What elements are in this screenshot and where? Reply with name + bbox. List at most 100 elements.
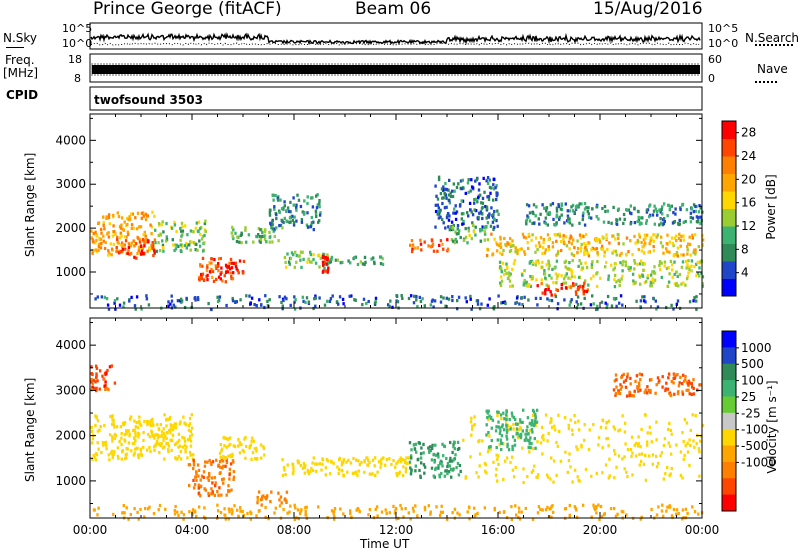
data-cell (595, 215, 598, 219)
data-cell (547, 247, 551, 252)
data-cell (123, 438, 126, 442)
beam-title: Beam 06 (355, 0, 432, 19)
data-cell (658, 261, 662, 265)
data-cell (621, 263, 624, 267)
data-cell (579, 249, 582, 253)
data-cell (195, 514, 198, 518)
data-cell (211, 490, 214, 494)
data-cell (479, 193, 482, 197)
data-cell (251, 436, 254, 440)
data-cell (531, 421, 534, 425)
data-cell (238, 240, 241, 244)
data-cell (124, 247, 127, 251)
data-cell (535, 408, 539, 412)
data-cell (188, 510, 191, 514)
data-cell (431, 242, 435, 246)
data-cell (129, 251, 133, 256)
data-cell (105, 447, 108, 451)
data-cell (527, 204, 531, 208)
data-cell (467, 226, 470, 230)
data-cell (237, 271, 240, 275)
data-cell (140, 216, 143, 220)
data-cell (261, 230, 264, 235)
data-cell (644, 236, 647, 240)
data-cell (451, 468, 454, 472)
data-cell (99, 227, 103, 231)
data-cell (449, 456, 452, 460)
data-cell (565, 235, 568, 239)
data-cell (458, 446, 461, 451)
data-cell (558, 429, 561, 433)
data-cell (96, 379, 99, 383)
data-cell (466, 241, 469, 245)
data-cell (485, 433, 488, 437)
data-cell (686, 252, 689, 256)
data-cell (568, 209, 571, 213)
data-cell (141, 238, 145, 242)
data-cell (630, 435, 634, 439)
data-cell (449, 191, 452, 195)
data-cell (509, 460, 512, 465)
data-cell (485, 207, 489, 211)
data-cell (142, 233, 145, 237)
data-cell (379, 461, 383, 465)
data-cell (215, 266, 218, 270)
data-cell (473, 201, 476, 205)
data-cell (181, 435, 184, 439)
data-cell (337, 471, 340, 475)
data-cell (244, 456, 247, 460)
data-cell (514, 301, 517, 305)
data-cell (520, 296, 523, 300)
data-cell (692, 386, 695, 390)
data-cell (353, 471, 357, 475)
data-cell (584, 246, 587, 250)
data-cell (217, 262, 220, 266)
data-cell (225, 445, 228, 449)
data-cell (225, 458, 228, 462)
data-cell (573, 505, 576, 509)
data-cell (413, 443, 416, 447)
data-cell (182, 517, 185, 521)
colorbar-tick-label: 28 (741, 126, 756, 140)
data-cell (532, 413, 535, 417)
data-cell (419, 452, 423, 456)
data-cell (281, 304, 284, 308)
data-cell (464, 476, 467, 480)
data-cell (618, 301, 621, 305)
data-cell (296, 193, 299, 197)
data-cell (547, 261, 551, 265)
data-cell (654, 391, 657, 395)
data-cell (638, 463, 641, 467)
data-cell (183, 243, 187, 248)
data-cell (94, 230, 97, 234)
data-cell (181, 445, 185, 449)
data-cell (660, 451, 664, 455)
data-cell (511, 447, 514, 452)
data-cell (527, 246, 530, 250)
data-cell (269, 500, 272, 504)
data-cell (223, 274, 226, 278)
data-cell (169, 428, 172, 432)
data-cell (685, 208, 689, 212)
data-cell (432, 474, 435, 478)
data-cell (510, 505, 513, 509)
data-cell (592, 423, 595, 427)
data-cell (686, 382, 690, 386)
data-cell (264, 496, 267, 500)
data-cell (502, 477, 505, 481)
data-cell (503, 428, 506, 432)
data-cell (659, 210, 662, 214)
data-cell (689, 220, 693, 224)
data-cell (352, 456, 355, 461)
data-cell (181, 229, 185, 233)
data-cell (142, 431, 145, 435)
data-cell (615, 253, 618, 257)
colorbar-tick-label: 24 (741, 149, 756, 163)
data-cell (126, 216, 129, 220)
data-cell (597, 443, 600, 447)
data-cell (497, 425, 500, 429)
data-cell (696, 215, 700, 220)
data-cell (190, 413, 193, 417)
data-cell (96, 441, 99, 445)
data-cell (192, 486, 196, 490)
